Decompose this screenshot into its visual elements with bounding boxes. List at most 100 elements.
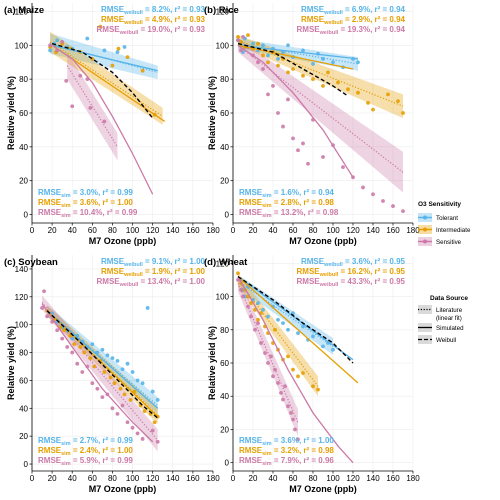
data-point-intermediate (291, 67, 295, 71)
legend-swatch-literature (418, 305, 432, 314)
data-point-intermediate (301, 73, 305, 78)
y-tick-label: 120 (216, 7, 230, 16)
data-point-tolerant (276, 317, 280, 322)
data-point-intermediate (366, 100, 370, 105)
data-point-tolerant (70, 336, 75, 341)
data-point-sensitive (296, 437, 300, 442)
data-point-intermediate (108, 375, 113, 380)
simulated-line-tolerant (237, 44, 359, 60)
data-point-intermediate (152, 420, 157, 425)
data-point-sensitive (239, 48, 243, 53)
simulated-line-intermediate (237, 44, 354, 70)
sim-stat-text: RMSEsim = 2.8%, r² = 0.98 (239, 198, 334, 209)
data-point-intermediate (386, 92, 390, 97)
data-point-sensitive (391, 204, 395, 208)
data-point-sensitive (70, 104, 75, 109)
data-point-sensitive (140, 437, 145, 441)
x-tick-label: 40 (68, 226, 77, 235)
data-point-tolerant (115, 50, 120, 54)
y-tick-label: 60 (19, 376, 28, 385)
data-point-intermediate (78, 345, 83, 349)
data-point-intermediate (256, 317, 260, 322)
x-tick-label: 160 (186, 226, 200, 235)
data-point-tolerant (276, 56, 280, 61)
data-point-intermediate (321, 84, 325, 88)
data-point-intermediate (118, 386, 123, 391)
data-point-sensitive (271, 374, 275, 379)
data-point-sensitive (70, 350, 75, 355)
literature-band-sensitive (67, 52, 118, 161)
sim-stat-text: RMSEsim = 7.9%, r² = 0.96 (239, 456, 334, 467)
x-tick-label: 100 (326, 226, 340, 235)
data-point-intermediate (311, 77, 315, 82)
data-point-tolerant (100, 347, 105, 352)
legend-label-tolerant: Tolerant (436, 215, 458, 222)
data-point-sensitive (88, 106, 93, 110)
y-tick-label: 0 (225, 211, 230, 220)
data-point-intermediate (296, 374, 300, 379)
y-tick-label: 60 (19, 109, 28, 118)
panel-soybean: 0 20 40 60 80 100 120 140 160 180 0 20 40 60 80 100 120 1… (4, 255, 220, 494)
weibull-line (237, 42, 349, 97)
data-point-tolerant (266, 53, 270, 58)
data-point-intermediate (132, 389, 137, 394)
weibull-stat-text: RMSEweibull = 6.9%, r² = 0.94 (301, 5, 406, 16)
data-point-sensitive (65, 345, 70, 349)
data-point-intermediate (236, 34, 240, 39)
data-point-sensitive (276, 111, 280, 115)
data-point-intermediate (261, 53, 265, 58)
data-point-intermediate (346, 87, 350, 92)
data-point-sensitive (236, 38, 240, 43)
legend-label-literature: Literature (436, 307, 463, 314)
data-point-intermediate (396, 99, 400, 104)
data-point-sensitive (48, 43, 52, 48)
x-tick-label: 0 (231, 474, 236, 483)
x-axis-title: M7 Ozone (ppb) (289, 484, 357, 494)
y-tick-label: 40 (19, 404, 28, 413)
y-tick-label: 120 (216, 259, 230, 268)
literature-fit-tolerant (237, 43, 359, 65)
literature-fit-sensitive (66, 65, 118, 148)
y-axis-title: Relative yield (%) (207, 326, 217, 400)
y-tick-label: 0 (24, 211, 29, 220)
data-point-sensitive (266, 92, 270, 97)
data-point-intermediate (371, 107, 375, 112)
data-point-sensitive (321, 155, 325, 159)
y-axis-title: Relative yield (%) (6, 326, 16, 400)
data-point-tolerant (120, 367, 125, 372)
data-point-intermediate (82, 350, 87, 355)
y-tick-label: 80 (19, 349, 28, 358)
data-point-sensitive (286, 97, 290, 102)
simulated-line-sensitive (237, 276, 354, 464)
simulated-line-sensitive (237, 44, 354, 178)
data-point-sensitive (110, 406, 115, 411)
y-tick-label: 120 (15, 7, 29, 16)
legend-source-title: Data Source (430, 295, 468, 302)
x-tick-label: 160 (186, 474, 200, 483)
plot-panels: 0 20 40 60 80 100 120 140 160 180020406080100120M… (4, 3, 420, 494)
data-point-intermediate (286, 70, 290, 75)
legend-dot-sensitive (423, 239, 427, 244)
x-tick-label: 40 (269, 474, 278, 483)
x-tick-label: 100 (126, 226, 140, 235)
data-point-sensitive (301, 141, 305, 146)
x-tick-label: 120 (346, 474, 360, 483)
x-axis-title: M7 Ozone (ppb) (289, 236, 357, 246)
data-point-tolerant (321, 56, 325, 61)
data-point-sensitive (281, 124, 285, 129)
data-point-intermediate (122, 392, 127, 397)
data-point-tolerant (331, 347, 335, 352)
data-point-intermediate (112, 381, 117, 386)
legend-dot-intermediate (423, 227, 427, 232)
x-tick-label: 180 (206, 226, 220, 235)
x-tick-label: 20 (249, 226, 258, 235)
data-point-tolerant (311, 62, 315, 66)
literature-fit-intermediate (237, 279, 319, 387)
data-point-intermediate (72, 342, 77, 347)
data-point-tolerant (125, 361, 130, 366)
data-point-sensitive (381, 199, 385, 203)
data-point-tolerant (281, 321, 285, 326)
data-point-sensitive (60, 40, 65, 44)
x-tick-label: 0 (30, 226, 35, 235)
y-tick-label: 60 (220, 359, 229, 368)
